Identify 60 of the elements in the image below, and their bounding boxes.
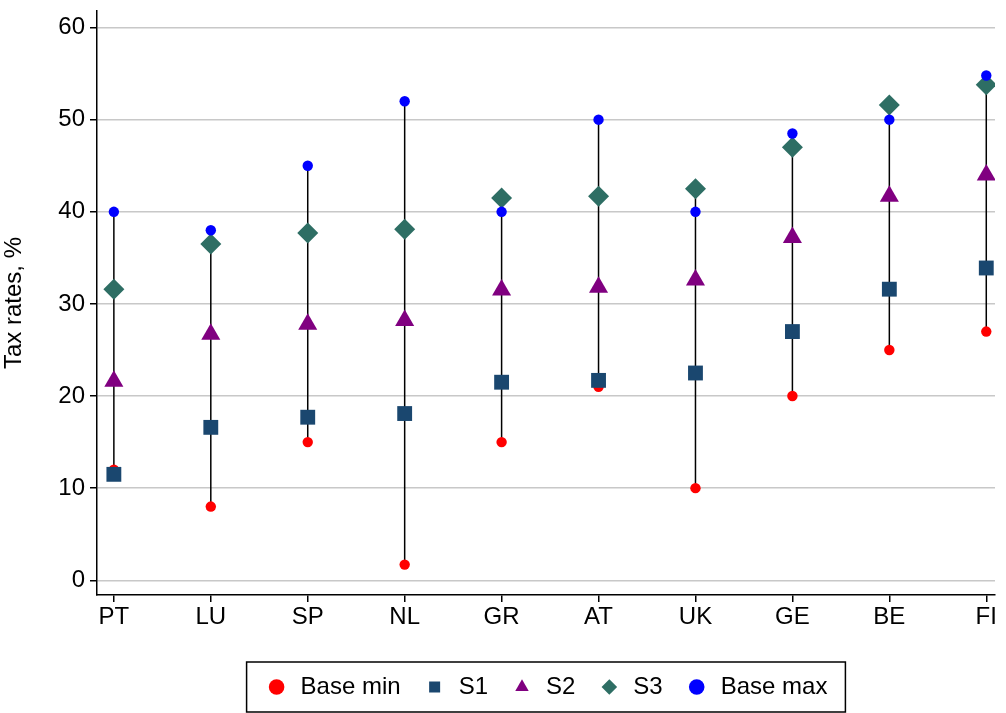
- point: [103, 278, 125, 300]
- point: [690, 482, 701, 494]
- point: [690, 206, 701, 218]
- x-tick-label: SP: [291, 602, 324, 630]
- legend-label: S3: [633, 671, 663, 699]
- point: [302, 160, 313, 171]
- point: [205, 225, 216, 236]
- point: [787, 128, 798, 139]
- x-tick-label: AT: [584, 602, 614, 630]
- point: [491, 187, 513, 209]
- x-tick-label: GR: [483, 602, 520, 630]
- point: [399, 559, 410, 570]
- point: [884, 114, 895, 125]
- point: [781, 136, 803, 158]
- point: [106, 466, 122, 482]
- y-tick-label: 0: [71, 564, 85, 592]
- y-tick-label: 60: [58, 12, 85, 40]
- point: [300, 409, 316, 425]
- point: [978, 260, 994, 276]
- point: [399, 96, 410, 107]
- x-tick-label: NL: [389, 602, 421, 630]
- point: [981, 70, 992, 81]
- point: [784, 324, 800, 339]
- legend-label: Base max: [720, 671, 828, 699]
- point: [588, 185, 610, 207]
- point: [205, 501, 216, 512]
- point: [397, 406, 413, 421]
- y-tick-label: 40: [58, 196, 85, 224]
- y-tick-label: 10: [58, 472, 85, 500]
- x-tick-label: FI: [975, 602, 997, 630]
- point: [496, 436, 507, 448]
- legend-label: Base min: [300, 671, 401, 699]
- y-tick-label: 20: [58, 380, 85, 408]
- x-tick-label: GE: [775, 602, 810, 630]
- y-axis-title: Tax rates, %: [0, 236, 27, 370]
- point: [878, 94, 900, 116]
- point: [203, 419, 219, 435]
- x-tick-label: UK: [678, 602, 713, 630]
- y-tick-label: 50: [58, 104, 85, 132]
- y-tick-label: 30: [58, 288, 85, 316]
- point: [297, 222, 319, 244]
- legend-label: S2: [545, 671, 576, 699]
- x-tick-label: LU: [195, 602, 227, 630]
- point: [688, 365, 703, 381]
- point: [394, 218, 416, 240]
- point: [593, 114, 604, 125]
- point: [591, 372, 606, 388]
- x-tick-label: PT: [98, 602, 130, 630]
- x-tick-label: BE: [873, 602, 906, 630]
- point: [494, 374, 510, 390]
- point: [684, 178, 706, 200]
- legend-label: S1: [458, 671, 488, 699]
- point: [302, 436, 313, 448]
- point: [200, 233, 222, 255]
- point: [787, 390, 798, 402]
- point: [981, 326, 992, 337]
- point: [108, 206, 120, 218]
- point: [884, 344, 895, 356]
- point: [881, 281, 897, 297]
- point: [496, 206, 507, 218]
